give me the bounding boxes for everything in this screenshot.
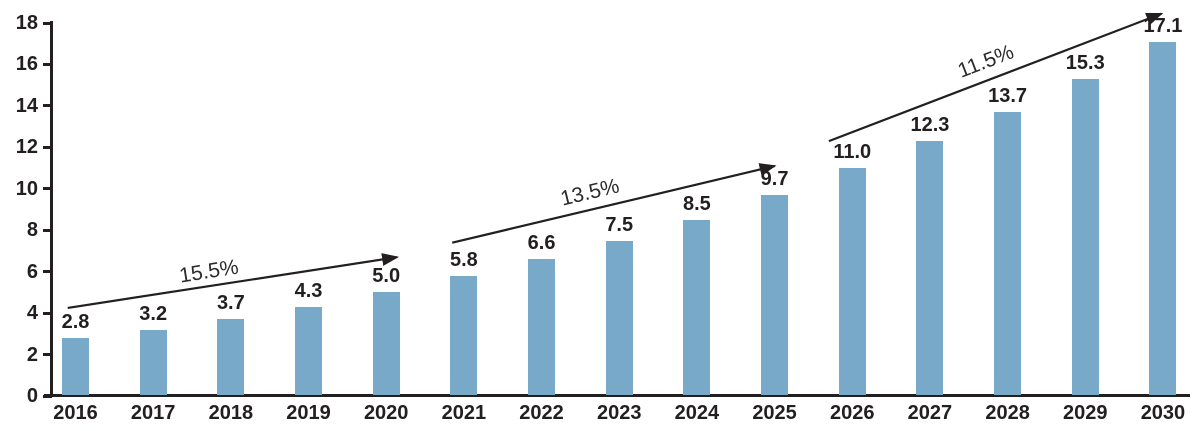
x-axis-label-2030: 2030 xyxy=(1140,402,1186,424)
bar-value-label: 5.8 xyxy=(449,248,478,271)
y-axis-tick-label: 6 xyxy=(26,260,38,283)
bar-value-label: 13.7 xyxy=(988,85,1028,108)
x-axis-label-2024: 2024 xyxy=(674,402,720,424)
bar-value-label: 3.2 xyxy=(139,302,168,325)
bar-value-label: 2.8 xyxy=(61,310,90,333)
growth-rate-label: 15.5% xyxy=(177,255,241,288)
bar-value-label: 4.3 xyxy=(294,279,323,302)
y-axis-line xyxy=(50,21,53,397)
y-axis-tick xyxy=(43,394,52,398)
bar-value-label: 17.1 xyxy=(1143,14,1183,37)
growth-rate-label: 11.5% xyxy=(954,40,1017,84)
bar-2027 xyxy=(916,141,944,395)
bar-2024 xyxy=(683,219,711,395)
y-axis-tick-label: 4 xyxy=(26,302,38,325)
x-axis-label-2029: 2029 xyxy=(1063,402,1108,424)
x-axis-label-2021: 2021 xyxy=(441,402,487,424)
y-axis-tick-label: 2 xyxy=(26,343,38,366)
bar-value-label: 5.0 xyxy=(372,265,401,288)
x-axis-label-2018: 2018 xyxy=(208,402,254,424)
bar-2023 xyxy=(605,240,633,395)
bar-value-label: 8.5 xyxy=(682,192,711,215)
x-axis-label-2016: 2016 xyxy=(53,402,98,424)
bar-2016 xyxy=(62,337,89,395)
bar-2025 xyxy=(761,194,789,395)
bar-value-label: 6.6 xyxy=(527,232,556,255)
bar-2018 xyxy=(217,319,245,395)
bar-2028 xyxy=(994,112,1022,395)
y-axis-tick xyxy=(43,145,52,149)
y-axis-tick xyxy=(43,62,52,66)
bar-value-label: 3.7 xyxy=(216,292,245,315)
x-axis-label-2027: 2027 xyxy=(907,402,953,424)
bar-value-label: 15.3 xyxy=(1065,51,1105,74)
bar-2022 xyxy=(528,259,556,395)
x-axis-label-2019: 2019 xyxy=(286,402,331,424)
y-axis-tick xyxy=(43,270,52,274)
y-axis-tick-label: 10 xyxy=(15,177,38,200)
y-axis-tick xyxy=(43,187,52,191)
x-axis-label-2028: 2028 xyxy=(985,402,1030,424)
bar-2019 xyxy=(295,306,323,395)
bar-2021 xyxy=(450,275,478,395)
x-axis-label-2022: 2022 xyxy=(519,402,564,424)
bar-2017 xyxy=(139,329,167,395)
bar-value-label: 12.3 xyxy=(910,114,950,137)
bar-value-label: 7.5 xyxy=(605,213,634,236)
y-axis-tick xyxy=(43,21,52,25)
bar-value-label: 9.7 xyxy=(760,167,789,190)
x-axis-label-2026: 2026 xyxy=(830,402,875,424)
y-axis-tick-label: 14 xyxy=(15,94,38,117)
y-axis-tick-label: 16 xyxy=(15,53,38,76)
bar-2030 xyxy=(1149,41,1177,395)
y-axis-tick-label: 12 xyxy=(15,136,38,159)
bar-2026 xyxy=(838,168,866,395)
y-axis-tick-label: 0 xyxy=(26,385,38,407)
bar-2020 xyxy=(372,292,400,395)
x-axis-line xyxy=(44,394,1190,397)
x-axis-label-2025: 2025 xyxy=(752,402,797,424)
y-axis-tick-label: 18 xyxy=(15,12,38,34)
x-axis-label-2017: 2017 xyxy=(130,402,176,424)
y-axis-tick xyxy=(43,311,52,315)
bar-2029 xyxy=(1071,78,1099,395)
bar-value-label: 11.0 xyxy=(833,141,872,164)
y-axis-tick-label: 8 xyxy=(26,219,38,242)
y-axis-tick xyxy=(43,228,52,232)
y-axis-tick xyxy=(43,104,52,108)
x-axis-label-2023: 2023 xyxy=(596,402,642,424)
x-axis-label-2020: 2020 xyxy=(363,402,409,424)
growth-rate-label: 13.5% xyxy=(557,174,622,211)
y-axis-tick xyxy=(43,353,52,357)
